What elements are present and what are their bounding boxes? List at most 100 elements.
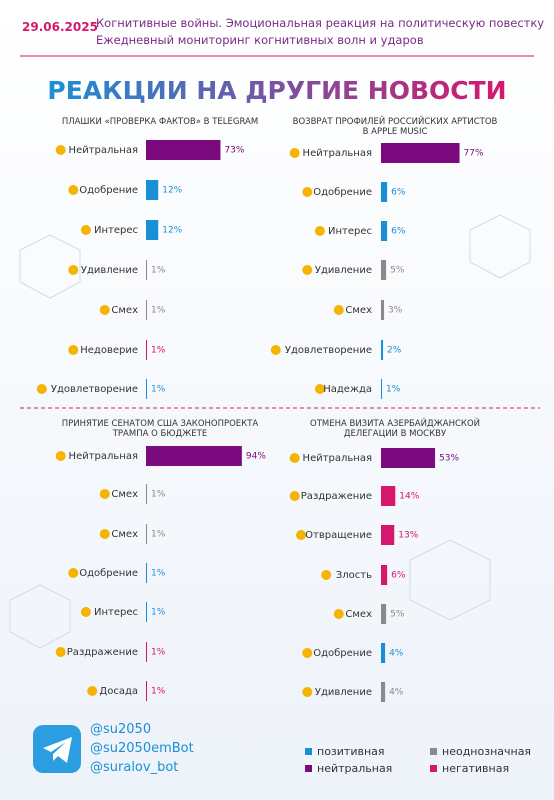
bar: [146, 340, 148, 360]
telegram-icon: [33, 725, 81, 773]
category-label: Удивление: [81, 265, 138, 276]
header-line: Когнитивные войны. Эмоциональная реакция…: [96, 16, 545, 30]
bar: [381, 260, 387, 280]
emoji-icon: [333, 609, 344, 619]
value-label: 6%: [391, 188, 406, 198]
value-label: 5%: [390, 266, 405, 276]
category-label: Досада: [99, 686, 138, 697]
value-label: 1%: [151, 608, 166, 618]
bar: [146, 180, 159, 200]
emoji-icon: [55, 145, 66, 155]
value-label: 13%: [398, 531, 418, 541]
bar: [381, 143, 460, 163]
telegram-plane: [43, 737, 72, 763]
date: 29.06.2025: [22, 20, 98, 34]
value-label: 53%: [439, 454, 459, 464]
legend-item: неоднозначная: [430, 745, 531, 758]
category-label: Надежда: [323, 384, 372, 395]
chart-title: ПЛАШКИ «ПРОВЕРКА ФАКТОВ» В TELEGRAM: [61, 117, 259, 127]
category-label: Одобрение: [313, 187, 372, 198]
value-label: 94%: [246, 452, 266, 462]
bar: [146, 300, 148, 320]
chart-title: ОТМЕНА ВИЗИТА АЗЕРБАЙДЖАНСКОЙ ДЕЛЕГАЦИИ …: [310, 419, 480, 439]
emoji-icon: [289, 453, 300, 463]
value-label: 1%: [151, 687, 166, 697]
value-label: 2%: [387, 346, 402, 356]
legend-item: позитивная: [305, 745, 385, 758]
bar: [381, 340, 384, 360]
category-label: Нейтральная: [303, 453, 372, 464]
legend-label: позитивная: [317, 745, 385, 758]
emoji-icon: [55, 451, 66, 461]
emoji-icon: [314, 226, 325, 236]
emoji-icon: [87, 686, 98, 696]
value-label: 1%: [151, 385, 166, 395]
emoji-icon: [333, 305, 344, 315]
value-label: 6%: [391, 227, 406, 237]
value-label: 12%: [162, 186, 182, 196]
emoji-icon: [99, 489, 110, 499]
category-label: Одобрение: [79, 568, 138, 579]
value-label: 1%: [151, 306, 166, 316]
legend-label: неоднозначная: [442, 745, 532, 758]
category-label: Нейтральная: [69, 145, 138, 156]
category-label: Интерес: [94, 607, 138, 618]
bar: [146, 379, 148, 399]
bar: [381, 448, 436, 468]
category-label: Интерес: [94, 225, 138, 236]
value-label: 1%: [151, 530, 166, 540]
handle: @su2050emBot: [90, 741, 194, 756]
legend-item: негативная: [430, 762, 509, 775]
emoji-icon: [36, 384, 47, 394]
emoji-icon: [321, 570, 332, 580]
category-label: Одобрение: [313, 648, 372, 659]
bar: [381, 565, 388, 585]
bar: [146, 260, 148, 280]
bar: [381, 221, 388, 241]
emoji-icon: [80, 225, 91, 235]
legend-label: негативная: [442, 762, 510, 775]
bar: [381, 525, 395, 545]
handle: @su2050: [90, 722, 152, 737]
background-network: [9, 214, 531, 649]
bar: [381, 182, 388, 202]
emoji-icon: [55, 647, 66, 657]
value-label: 1%: [151, 266, 166, 276]
emoji-icon: [289, 491, 300, 501]
bar: [381, 604, 387, 624]
value-label: 4%: [389, 649, 404, 659]
value-label: 1%: [151, 490, 166, 500]
category-label: Смех: [345, 305, 372, 316]
category-label: Недоверие: [80, 345, 138, 356]
value-label: 1%: [151, 648, 166, 658]
emoji-icon: [80, 607, 91, 617]
emoji-icon: [302, 187, 313, 197]
emoji-icon: [314, 384, 325, 394]
category-label: Одобрение: [79, 185, 138, 196]
category-label: Смех: [111, 489, 138, 500]
category-label: Нейтральная: [69, 451, 138, 462]
value-label: 6%: [391, 571, 406, 581]
category-label: Удивление: [315, 687, 372, 698]
category-label: Отвращение: [305, 530, 372, 541]
category-label: Смех: [345, 609, 372, 620]
bar: [146, 220, 159, 240]
bar: [381, 379, 383, 399]
value-label: 1%: [151, 346, 166, 356]
category-label: Удивление: [315, 265, 372, 276]
value-label: 77%: [464, 149, 484, 159]
emoji-icon: [68, 185, 79, 195]
bar: [381, 486, 396, 506]
emoji-icon: [68, 345, 79, 355]
emoji-icon: [68, 265, 79, 275]
legend-item: нейтральная: [305, 762, 392, 775]
value-label: 12%: [162, 226, 182, 236]
legend-swatch: [305, 748, 312, 755]
main-title: РЕАКЦИИ НА ДРУГИЕ НОВОСТИ: [47, 76, 506, 105]
value-label: 14%: [399, 492, 419, 502]
value-label: 4%: [389, 688, 404, 698]
value-label: 5%: [390, 610, 405, 620]
bar: [381, 682, 386, 702]
